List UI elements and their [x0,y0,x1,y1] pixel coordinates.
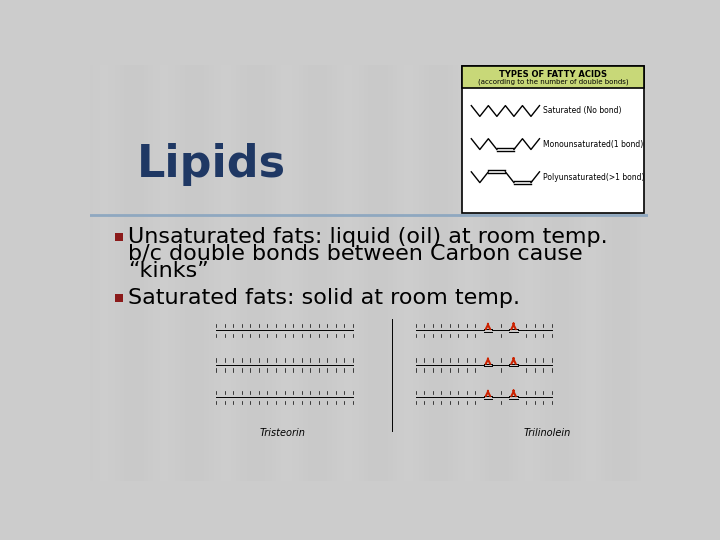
Text: (according to the number of double bonds): (according to the number of double bonds… [478,78,629,85]
Text: Saturated fats: solid at room temp.: Saturated fats: solid at room temp. [128,288,520,308]
Text: Monounsaturated(1 bond): Monounsaturated(1 bond) [544,140,644,149]
Text: Saturated (No bond): Saturated (No bond) [544,106,622,116]
Bar [114,233,123,241]
Bar [114,294,123,302]
Text: TYPES OF FATTY ACIDS: TYPES OF FATTY ACIDS [499,70,607,78]
Bar [462,66,644,88]
Bar [462,66,644,213]
Text: Unsaturated fats: liquid (oil) at room temp.: Unsaturated fats: liquid (oil) at room t… [128,227,608,247]
Text: b/c double bonds between Carbon cause: b/c double bonds between Carbon cause [128,244,582,264]
Text: Lipids: Lipids [137,144,286,186]
Text: Tristeorin: Tristeorin [259,428,305,438]
Text: Trilinolein: Trilinolein [523,428,571,438]
Text: “kinks”: “kinks” [128,261,209,281]
Text: Polyunsaturated(>1 bond): Polyunsaturated(>1 bond) [544,173,645,182]
